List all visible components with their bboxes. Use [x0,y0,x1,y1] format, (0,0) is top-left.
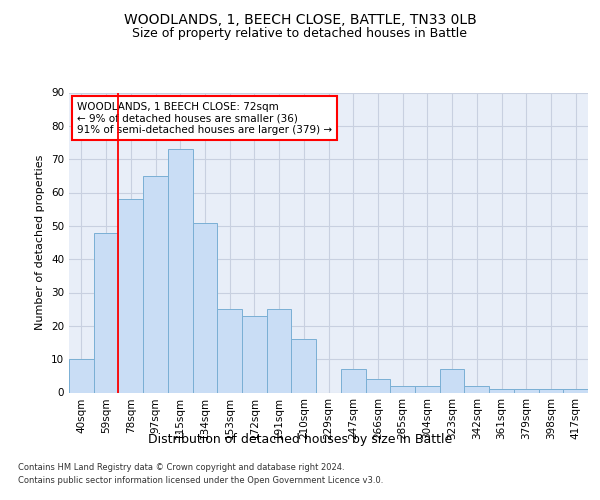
Text: Distribution of detached houses by size in Battle: Distribution of detached houses by size … [148,432,452,446]
Text: Size of property relative to detached houses in Battle: Size of property relative to detached ho… [133,28,467,40]
Bar [94,232,118,392]
Bar [514,389,539,392]
Bar [440,369,464,392]
Bar [390,386,415,392]
Bar [242,316,267,392]
Bar [489,389,514,392]
Bar [539,389,563,392]
Bar [341,369,365,392]
Bar [464,386,489,392]
Bar [118,199,143,392]
Text: WOODLANDS, 1, BEECH CLOSE, BATTLE, TN33 0LB: WOODLANDS, 1, BEECH CLOSE, BATTLE, TN33 … [124,12,476,26]
Bar [563,389,588,392]
Bar [69,359,94,392]
Bar [168,149,193,392]
Bar [217,309,242,392]
Text: Contains public sector information licensed under the Open Government Licence v3: Contains public sector information licen… [18,476,383,485]
Bar [292,339,316,392]
Bar [267,309,292,392]
Bar [415,386,440,392]
Text: Contains HM Land Registry data © Crown copyright and database right 2024.: Contains HM Land Registry data © Crown c… [18,462,344,471]
Bar [143,176,168,392]
Bar [365,379,390,392]
Text: WOODLANDS, 1 BEECH CLOSE: 72sqm
← 9% of detached houses are smaller (36)
91% of : WOODLANDS, 1 BEECH CLOSE: 72sqm ← 9% of … [77,102,332,134]
Bar [193,222,217,392]
Y-axis label: Number of detached properties: Number of detached properties [35,155,46,330]
